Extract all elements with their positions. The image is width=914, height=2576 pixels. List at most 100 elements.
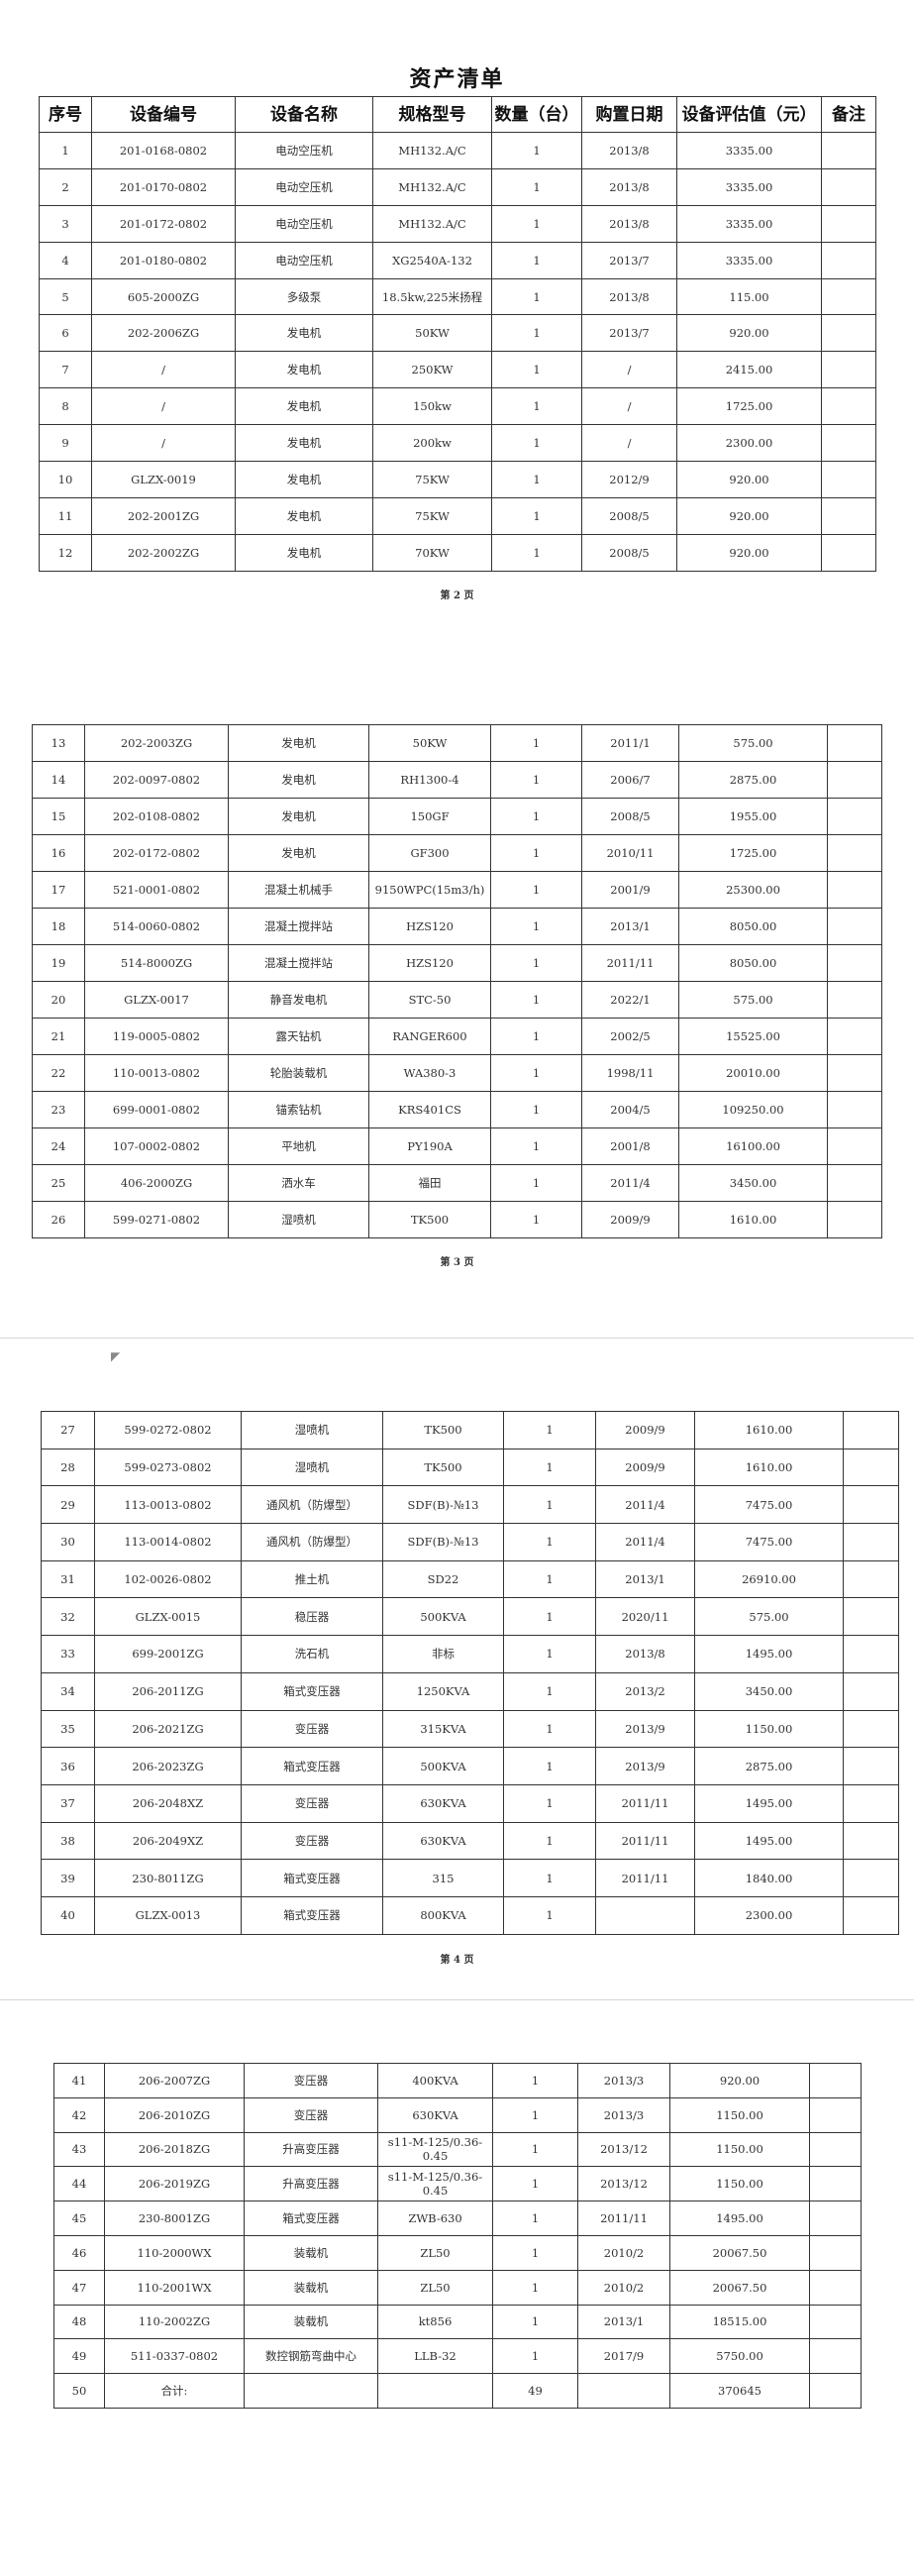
- cell-date: 2020/11: [595, 1597, 695, 1637]
- table-row: 45 230-8001ZG 箱式变压器 ZWB-630 1 2011/11 1495.00: [53, 2200, 862, 2236]
- cell-name: 混凝土搅拌站: [228, 908, 369, 945]
- page-separator: [0, 1338, 914, 1339]
- cell-code: 206-2018ZG: [104, 2131, 245, 2168]
- cell-spec: ZL50: [377, 2269, 493, 2306]
- cell-name: 锚索钻机: [228, 1091, 369, 1128]
- cell-value: 16100.00: [678, 1127, 828, 1165]
- scan-mark: ◤: [111, 1349, 121, 1363]
- cell-qty: 1: [503, 1821, 596, 1861]
- table-row: 6 202-2006ZG 发电机 50KW 1 2013/7 920.00: [39, 314, 876, 353]
- cell-note: [827, 1127, 882, 1165]
- cell-value: 1150.00: [669, 2131, 810, 2168]
- cell-qty: 1: [490, 1164, 582, 1202]
- cell-spec: RH1300-4: [368, 761, 491, 799]
- cell-seq: 39: [41, 1859, 95, 1897]
- cell-date: 2013/7: [581, 314, 677, 353]
- cell-seq: 9: [39, 424, 92, 463]
- cell-date: 2013/9: [595, 1709, 695, 1749]
- cell-date: 2012/9: [581, 461, 677, 498]
- cell-value: 920.00: [669, 2063, 810, 2098]
- cell-code: 110-0013-0802: [84, 1054, 229, 1092]
- table-header-row: 序号 设备编号 设备名称 规格型号 数量（台） 购置日期 设备评估值（元） 备注: [39, 96, 876, 133]
- cell-code: /: [91, 424, 236, 463]
- cell-value: 2300.00: [694, 1895, 844, 1935]
- cell-seq: 11: [39, 496, 92, 535]
- table-row: 5 605-2000ZG 多级泵 18.5kw,225米扬程 1 2013/8 115.00: [39, 277, 876, 316]
- table-row: 25 406-2000ZG 洒水车 福田 1 2011/4 3450.00: [32, 1164, 882, 1202]
- cell-name: 发电机: [228, 798, 369, 835]
- cell-value: 575.00: [678, 981, 828, 1019]
- cell-note: [809, 2063, 862, 2098]
- cell-date: 2011/4: [581, 1164, 679, 1202]
- cell-code: 206-2007ZG: [104, 2063, 245, 2098]
- cell-spec: MH132.A/C: [372, 167, 492, 206]
- cell-spec: 200kw: [372, 424, 492, 463]
- cell-name: 变压器: [241, 1821, 383, 1861]
- cell-seq: 4: [39, 241, 92, 279]
- cell-date: 2008/5: [581, 496, 677, 535]
- table-row: 43 206-2018ZG 升高变压器 s11-M-125/0.36-0.45 1 201…: [53, 2131, 862, 2168]
- cell-code: 110-2001WX: [104, 2269, 245, 2306]
- cell-spec: HZS120: [368, 944, 491, 982]
- cell-date: [595, 1895, 695, 1935]
- cell-qty: 1: [492, 2200, 578, 2236]
- cell-code: 206-2019ZG: [104, 2166, 245, 2202]
- cell-note: [843, 1411, 899, 1449]
- cell-spec: ZL50: [377, 2234, 493, 2271]
- table-row: 22 110-0013-0802 轮胎装载机 WA380-3 1 1998/11 20010…: [32, 1054, 882, 1092]
- cell-name: 轮胎装载机: [228, 1054, 369, 1092]
- cell-spec: 1250KVA: [382, 1671, 504, 1711]
- cell-date: 2013/2: [595, 1671, 695, 1711]
- cell-code: 201-0180-0802: [91, 241, 236, 279]
- page-number: 第 2 页: [440, 590, 474, 601]
- cell-qty: 1: [491, 167, 582, 206]
- cell-name: 箱式变压器: [241, 1859, 383, 1897]
- cell-code: 202-2003ZG: [84, 724, 229, 762]
- cell-code: 406-2000ZG: [84, 1164, 229, 1202]
- cell-note: [821, 496, 876, 535]
- cell-value: 1725.00: [676, 387, 822, 426]
- cell-note: [821, 424, 876, 463]
- cell-value: 1150.00: [694, 1709, 844, 1749]
- cell-spec: SDF(B)-№13: [382, 1523, 504, 1561]
- cell-qty: 1: [492, 2234, 578, 2271]
- cell-seq: 31: [41, 1559, 95, 1599]
- table-row: 42 206-2010ZG 变压器 630KVA 1 2013/3 1150.00: [53, 2096, 862, 2133]
- cell-seq: 46: [53, 2234, 105, 2271]
- cell-seq: 16: [32, 834, 85, 872]
- cell-note: [843, 1671, 899, 1711]
- cell-value: 3335.00: [676, 204, 822, 243]
- cell-date: 1998/11: [581, 1054, 679, 1092]
- cell-date: 2013/8: [581, 204, 677, 243]
- cell-seq: 50: [53, 2373, 105, 2409]
- cell-seq: 8: [39, 387, 92, 426]
- cell-spec: STC-50: [368, 981, 491, 1019]
- cell-qty: 1: [491, 132, 582, 169]
- table-row: 26 599-0271-0802 湿喷机 TK500 1 2009/9 1610.00: [32, 1201, 882, 1238]
- cell-spec: 150kw: [372, 387, 492, 426]
- cell-note: [827, 1091, 882, 1128]
- cell-spec: TK500: [382, 1448, 504, 1487]
- cell-seq: 18: [32, 908, 85, 945]
- cell-code: 511-0337-0802: [104, 2338, 245, 2375]
- cell-value: 575.00: [694, 1597, 844, 1637]
- cell-value: 1495.00: [694, 1821, 844, 1861]
- cell-note: [809, 2304, 862, 2340]
- cell-seq: 30: [41, 1523, 95, 1561]
- cell-spec: 630KVA: [377, 2096, 493, 2133]
- cell-seq: 34: [41, 1671, 95, 1711]
- cell-note: [843, 1821, 899, 1861]
- cell-code: 699-0001-0802: [84, 1091, 229, 1128]
- cell-qty: 1: [490, 834, 582, 872]
- cell-note: [843, 1635, 899, 1673]
- cell-qty: 1: [491, 204, 582, 243]
- cell-qty: 1: [503, 1485, 596, 1525]
- cell-value: 1150.00: [669, 2166, 810, 2202]
- cell-spec: 630KVA: [382, 1821, 504, 1861]
- cell-seq: 42: [53, 2096, 105, 2133]
- cell-spec: [377, 2373, 493, 2409]
- cell-value: 1725.00: [678, 834, 828, 872]
- cell-note: [827, 761, 882, 799]
- cell-name: 电动空压机: [235, 241, 373, 279]
- cell-name: 洗石机: [241, 1635, 383, 1673]
